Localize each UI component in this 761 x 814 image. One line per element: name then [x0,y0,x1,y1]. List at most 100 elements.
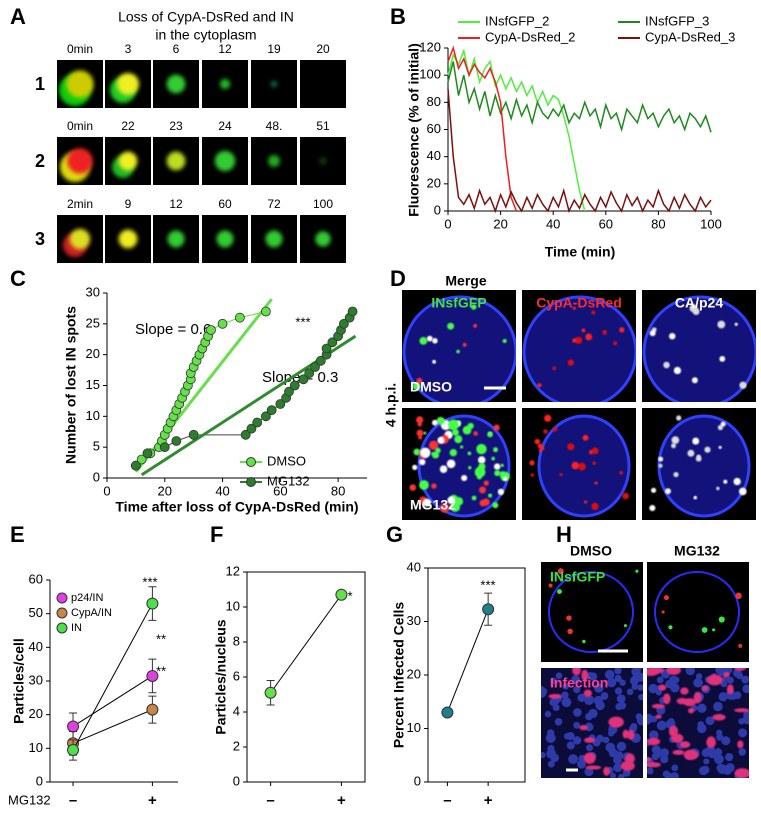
panel-label: E [10,522,25,547]
time-label: 0min [67,119,93,133]
data-point [146,669,159,682]
particle [548,583,553,588]
annotation: *** [142,574,157,589]
panel-label: D [390,266,406,291]
y-tick-label: 60 [427,121,441,136]
particle [695,455,702,462]
data-point [304,368,315,379]
particle [412,464,418,471]
particle [483,480,489,486]
time-label: 100 [313,197,333,211]
infected-cell [548,693,562,699]
nucleus [642,295,756,402]
infected-cell [584,737,596,743]
particle [585,333,593,341]
particle [717,320,726,329]
micrograph [57,60,103,108]
y-tick-label: 20 [427,175,441,190]
data-point [266,405,277,416]
y-tick-label: 20 [407,666,421,681]
y-tick-label: 8 [233,633,240,648]
series-line [447,61,712,133]
cell-nucleus [721,736,730,745]
cell-nucleus [631,668,641,677]
data-point [264,686,277,699]
particle [673,366,682,375]
particle [719,356,726,362]
series-line [447,45,518,212]
cell-nucleus [636,715,643,726]
cell-nucleus [738,748,747,756]
infected-cell [655,714,662,719]
particle [552,366,557,371]
micrograph [541,668,643,778]
cell-nucleus [619,679,626,686]
particle [450,501,461,513]
nucleus [402,295,516,402]
particle [462,342,467,347]
row-label: INsfGFP [550,569,605,585]
infected-cell [693,691,702,704]
cell-nucleus [638,694,643,701]
infected-cell [662,693,671,705]
micrograph [402,290,516,402]
data-point [206,325,216,335]
cell-nucleus [741,675,749,684]
cell-nucleus [554,717,563,726]
y-tick-label: 80 [427,94,441,109]
particle [673,472,679,478]
infected-cell [666,668,681,675]
cell-nucleus [738,728,748,738]
particle [578,462,586,471]
condition-label: MG132 [674,543,720,559]
particle [581,328,586,333]
particle [594,481,598,485]
image-bg [541,562,643,662]
condition-label: DMSO [410,379,452,395]
micrograph [251,215,297,263]
cell-nucleus [616,694,626,704]
y-tick-label: 30 [29,672,43,687]
micrograph [541,562,643,662]
particle [575,336,583,344]
particle [735,592,742,600]
infected-cell [683,749,699,761]
data-point [234,312,245,323]
spot [118,151,138,171]
y-tick-label: 10 [86,408,100,423]
data-point [146,703,159,716]
y-axis-title: Percent Infected Cells [391,602,407,748]
annotation: ** [156,631,166,646]
y-tick-label: 10 [226,598,240,613]
data-point [171,436,182,446]
particle [567,628,573,635]
particle [738,643,743,648]
particle [426,335,433,342]
time-label: 9 [125,197,132,211]
series-line [72,709,153,744]
cell-nucleus [600,692,609,700]
data-point [298,374,309,385]
micrograph [300,60,346,108]
y-tick-label: 10 [29,740,43,755]
y-tick-label: 20 [29,706,43,721]
cell-nucleus [695,673,703,680]
legend-swatch [56,592,68,604]
particle [423,431,427,435]
micrograph [251,137,297,185]
spot [265,230,283,248]
y-tick-label: 60 [29,571,43,586]
infected-cell [651,703,666,709]
x-tick-label: – [443,792,451,809]
infected-cell [579,724,588,731]
infected-cell [647,757,652,763]
data-point [289,380,300,391]
particle [461,474,468,482]
data-point [240,429,251,440]
infected-cell [608,716,624,728]
particle [436,416,445,425]
cell-nucleus [656,676,664,684]
data-point [159,442,170,453]
infected-cell [712,714,726,721]
particle [419,480,429,490]
